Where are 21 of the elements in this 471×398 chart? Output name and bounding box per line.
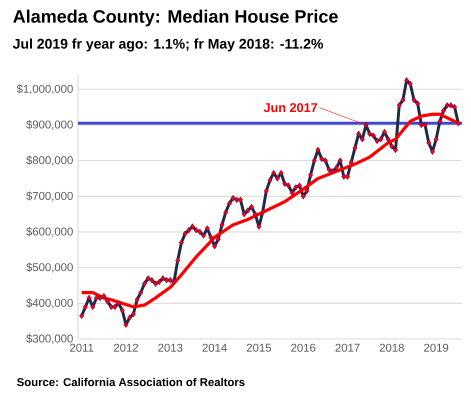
chart-subtitle: Jul 2019 fr year ago: 1.1%; fr May 2018: -11.2% bbox=[12, 38, 324, 52]
x-tick-label: 2016 bbox=[291, 344, 316, 352]
y-tick-label: $800,000 bbox=[26, 156, 73, 166]
y-tick-label: $1,000,000 bbox=[16, 84, 73, 94]
x-tick-label: 2019 bbox=[424, 344, 448, 352]
x-tick-label: 2014 bbox=[202, 344, 227, 352]
x-tick-label: 2012 bbox=[114, 344, 138, 352]
x-tick-label: 2015 bbox=[246, 344, 272, 352]
source-note: Source: California Association of Realtors bbox=[17, 378, 245, 386]
x-tick-label: 2018 bbox=[380, 344, 404, 352]
y-tick-label: $500,000 bbox=[26, 262, 73, 273]
x-tick-label: 2017 bbox=[335, 344, 360, 352]
x-tick-label: 2011 bbox=[70, 344, 94, 352]
y-tick-label: $300,000 bbox=[26, 334, 73, 344]
y-tick-label: $400,000 bbox=[26, 298, 73, 308]
annotation: Jun 2017 bbox=[264, 103, 318, 112]
y-tick-label: $700,000 bbox=[26, 191, 73, 202]
y-tick-label: $600,000 bbox=[26, 227, 73, 237]
y-tick-label: $900,000 bbox=[26, 120, 73, 130]
x-tick-label: 2013 bbox=[158, 344, 182, 352]
chart-title: Alameda County: Median House Price bbox=[13, 10, 338, 26]
